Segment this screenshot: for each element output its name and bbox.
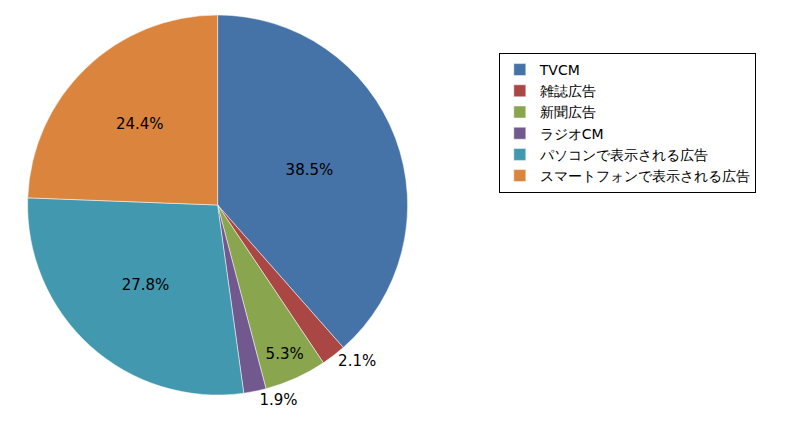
svg-text:新聞広告: 新聞広告	[540, 104, 596, 120]
svg-text:38.5%: 38.5%	[286, 161, 334, 179]
svg-text:27.8%: 27.8%	[122, 276, 170, 294]
svg-text:5.3%: 5.3%	[266, 345, 304, 363]
svg-text:雑誌広告: 雑誌広告	[540, 83, 596, 99]
svg-text:パソコンで表示される広告: パソコンで表示される広告	[539, 147, 708, 163]
svg-text:24.4%: 24.4%	[116, 115, 164, 133]
svg-text:スマートフォンで表示される広告: スマートフォンで表示される広告	[540, 168, 750, 184]
svg-text:2.1%: 2.1%	[338, 352, 376, 370]
svg-text:TVCM: TVCM	[539, 62, 580, 78]
svg-text:1.9%: 1.9%	[259, 391, 297, 409]
svg-text:ラジオCM: ラジオCM	[540, 126, 604, 142]
